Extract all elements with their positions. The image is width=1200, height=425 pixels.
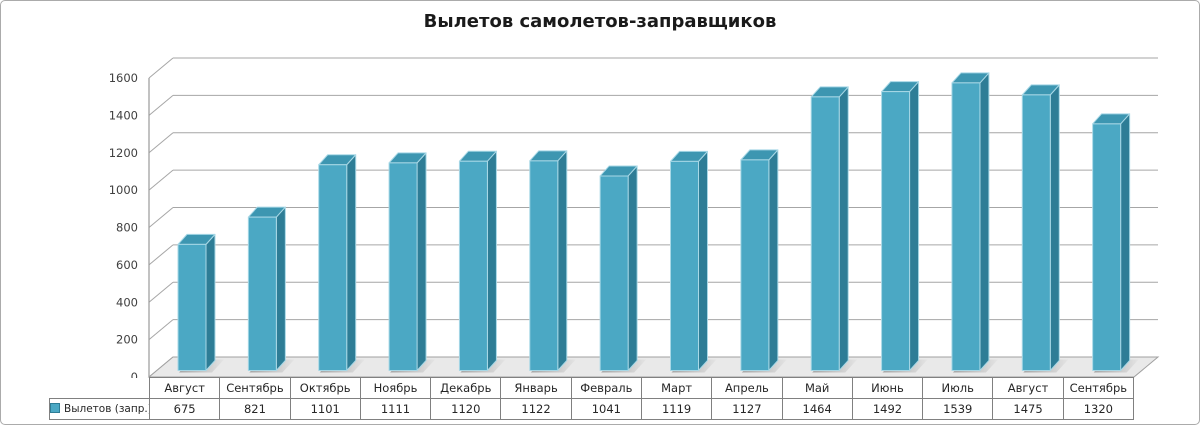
legend-series-swatch-icon [50, 403, 60, 413]
category-cell: Сентябрь [219, 377, 291, 399]
bar-face-side [205, 233, 216, 371]
category-cell: Июль [922, 377, 994, 399]
bar-face-side [909, 81, 920, 371]
category-cell: Март [640, 377, 713, 399]
bar-face-side [979, 72, 990, 371]
bar-face-side [416, 152, 427, 371]
value-cell: 1475 [992, 398, 1064, 420]
bar-face-front [388, 162, 418, 371]
chart-data-table: Август Сентябрь Октябрь Ноябрь Декабрь Январь… [49, 377, 1135, 420]
y-axis-tick-label: 800 [116, 221, 138, 235]
y-axis-tick-label: 400 [116, 295, 138, 309]
bar-ноябрь-3 [388, 152, 427, 371]
value-cell: 1119 [640, 398, 713, 420]
bar-face-side [346, 154, 357, 371]
bar-face-side [838, 86, 849, 371]
bar-face-front [810, 96, 840, 371]
gridlines [148, 57, 1158, 378]
bar-апрель-8 [740, 149, 779, 371]
bar-face-front [881, 91, 911, 371]
legend-cell: Вылетов (запр.) [49, 398, 150, 420]
bar-октябрь-2 [318, 154, 357, 371]
legend-series-label: Вылетов (запр.) [64, 403, 150, 415]
bar-сентябрь-13 [1092, 113, 1131, 371]
bar-июль-11 [951, 72, 990, 371]
category-cell: Февраль [570, 377, 642, 399]
value-cell: 1041 [570, 398, 642, 420]
bar-face-side [1049, 84, 1060, 371]
y-axis-tick-label: 1200 [109, 146, 138, 160]
bar-face-front [1092, 123, 1122, 371]
chart-title: Вылетов самолетов-заправщиков [423, 11, 777, 32]
bar-сентябрь-1 [247, 206, 286, 371]
category-cell: Ноябрь [359, 377, 432, 399]
gridline-bevel [148, 57, 174, 79]
table-corner-blank [50, 378, 150, 399]
gridline-bevel [148, 207, 174, 228]
bar-face-side [557, 150, 568, 371]
value-cell: 821 [219, 398, 291, 420]
y-axis-tick-label: 1000 [109, 183, 138, 197]
category-cell: Апрель [711, 377, 783, 399]
category-cell: Январь [500, 377, 572, 399]
bar-face-side [486, 150, 497, 371]
bar-февраль-6 [599, 165, 638, 371]
category-cell: Октябрь [289, 377, 361, 399]
y-axis-tick-label: 0 [131, 370, 138, 378]
gridline-bevel [148, 169, 174, 191]
gridline-bevel [148, 244, 174, 266]
value-cell: 1464 [781, 398, 853, 420]
bar-face-front [951, 82, 981, 371]
chart-floor [147, 356, 1160, 378]
y-axis-tick-label: 600 [116, 258, 138, 272]
bar-face-side [1120, 113, 1131, 371]
value-cell: 1492 [851, 398, 924, 420]
bar-март-7 [670, 150, 708, 371]
category-cell: Август [148, 377, 221, 399]
category-cell: Май [781, 377, 853, 399]
bar-face-front [529, 160, 559, 371]
bar-май-9 [810, 86, 849, 371]
bar-июнь-10 [881, 81, 920, 371]
bar-январь-5 [529, 150, 568, 371]
value-cell: 1122 [500, 398, 572, 420]
bar-face-front [458, 160, 488, 371]
bar-face-front [740, 159, 770, 371]
bar-face-front [599, 175, 629, 371]
value-cell: 1127 [711, 398, 783, 420]
category-cell: Сентябрь [1062, 377, 1135, 399]
value-cell: 1111 [359, 398, 432, 420]
value-cell: 1120 [430, 398, 502, 420]
bar-face-side [275, 206, 286, 371]
bar-face-front [318, 164, 348, 371]
value-cell: 1101 [289, 398, 361, 420]
bar-face-front [1021, 94, 1051, 371]
category-cell: Июнь [851, 377, 924, 399]
gridline-bevel [148, 132, 174, 154]
category-cell: Август [992, 377, 1064, 399]
value-cell: 675 [148, 398, 221, 420]
gridline-bevel [148, 281, 174, 303]
y-axis-tick-label: 1400 [109, 108, 138, 122]
y-axis-tick-label: 200 [116, 333, 138, 347]
bar-face-side [768, 149, 779, 371]
bar-декабрь-4 [458, 150, 497, 371]
bar-август-0 [177, 233, 216, 371]
bar-face-front [670, 160, 699, 371]
chart-canvas: 0 200 400 600 800 1000 1200 1400 1600 [109, 57, 1160, 378]
value-cell: 1539 [922, 398, 994, 420]
bar-face-front [247, 216, 277, 371]
y-axis-tick-label: 1600 [109, 71, 138, 85]
gridline-bevel [148, 319, 174, 341]
bar-август-12 [1021, 84, 1060, 371]
category-cell: Декабрь [430, 377, 502, 399]
value-cell: 1320 [1062, 398, 1135, 420]
bar-face-front [177, 243, 207, 371]
bar-face-side [698, 150, 708, 371]
gridline-bevel [148, 94, 174, 116]
bar-face-side [627, 165, 638, 371]
